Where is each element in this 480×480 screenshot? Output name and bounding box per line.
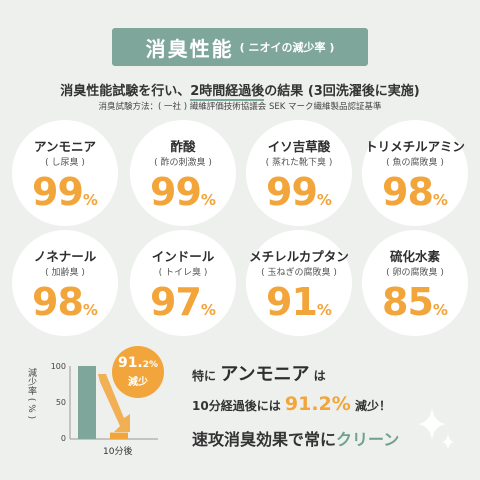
odor-type: ( 玉ねぎの腐敗臭 ) (261, 268, 337, 278)
reduction-chart: 100 50 0 (51, 362, 158, 443)
y-tick-label: 50 (56, 398, 66, 407)
summary-line-1: 特に アンモニア は (192, 360, 326, 386)
headline-before: 消臭性能試験を行い、 (60, 84, 191, 99)
odor-name: アンモニア (33, 139, 96, 154)
summary-text: 特に (192, 369, 217, 383)
odor-type: ( 卵の腐敗臭 ) (386, 268, 444, 278)
summary-line-2: 10分経過後には 91.2% 減少！ (192, 393, 391, 415)
reduction-value: 99 (32, 170, 84, 214)
reduction-value: 98 (32, 280, 84, 324)
callout-value: 91. (117, 355, 143, 371)
percent-unit: % (200, 301, 216, 319)
summary-line-3: 速攻消臭効果で常にクリーン (192, 426, 399, 450)
summary-highlight: 91.2% (284, 393, 351, 415)
bar-after (110, 432, 128, 439)
result-card: 酢酸 ( 酢の刺激臭 ) 99% (130, 120, 236, 226)
result-card: 硫化水素 ( 卵の腐敗臭 ) 85% (362, 230, 468, 336)
odor-type: ( 加齢臭 ) (45, 268, 85, 278)
reduction-value: 85 (382, 280, 434, 324)
headline-after: の結果 (3回洗濯後に実施) (264, 84, 420, 99)
page-subtitle: ( ニオイの減少率 ) (239, 41, 335, 54)
y-tick-label: 100 (51, 362, 66, 371)
odor-type: ( トイレ臭 ) (158, 268, 208, 278)
summary-text: 減少！ (355, 399, 392, 413)
reduction-value: 97 (150, 280, 202, 324)
result-card: インドール ( トイレ臭 ) 97% (130, 230, 236, 336)
summary-emphasis: クリーン (336, 430, 400, 449)
odor-type: ( し尿臭 ) (45, 158, 85, 168)
headline: 消臭性能試験を行い、2時間経過後の結果 (3回洗濯後に実施) (0, 80, 480, 101)
odor-name: ノネナール (33, 249, 97, 264)
odor-type: ( 酢の刺激臭 ) (154, 158, 212, 168)
odor-type: ( 蒸れた靴下臭 ) (265, 158, 333, 168)
chart-y-label: 減少率 ( % ) (26, 368, 36, 420)
reduction-value: 99 (150, 170, 202, 214)
x-category-label: 10分後 (103, 447, 133, 457)
reduction-callout: 91.2% 減少 (112, 346, 164, 398)
summary-text: 速攻消臭効果で常に (192, 430, 337, 449)
odor-name: 硫化水素 (389, 249, 440, 264)
callout-value-small: 2% (142, 360, 159, 370)
title-banner: 消臭性能 ( ニオイの減少率 ) (112, 28, 368, 66)
percent-unit: % (82, 191, 98, 209)
odor-name: 酢酸 (170, 139, 196, 154)
percent-unit: % (432, 301, 448, 319)
reduction-value: 91 (266, 280, 318, 324)
test-method: 消臭試験方法：( 一社 ) 繊維評価技術協議会 SEK マーク繊維製品認証基準 (98, 102, 382, 112)
percent-unit: % (316, 301, 332, 319)
reduction-value: 98 (382, 170, 434, 214)
result-card: トリメチルアミン ( 魚の腐敗臭 ) 98% (362, 120, 468, 226)
down-arrow-icon (98, 374, 130, 432)
odor-name: トリメチルアミン (365, 139, 465, 154)
bar-before (78, 366, 96, 439)
odor-name: メチレルカプタン (249, 249, 349, 264)
odor-name: インドール (151, 249, 215, 264)
summary-text: は (313, 369, 326, 383)
odor-type: ( 魚の腐敗臭 ) (386, 158, 444, 168)
callout-label: 減少 (128, 377, 148, 388)
page-title: 消臭性能 (145, 36, 234, 61)
headline-underlined: 2時間経過後 (190, 84, 265, 101)
summary-emphasis: アンモニア (220, 364, 310, 385)
percent-unit: % (200, 191, 216, 209)
result-card: イソ吉草酸 ( 蒸れた靴下臭 ) 99% (246, 120, 352, 226)
percent-unit: % (432, 191, 448, 209)
y-tick-label: 0 (61, 434, 66, 443)
percent-unit: % (316, 191, 332, 209)
result-card: ノネナール ( 加齢臭 ) 98% (12, 230, 118, 336)
odor-name: イソ吉草酸 (267, 139, 331, 154)
percent-unit: % (82, 301, 98, 319)
result-card: アンモニア ( し尿臭 ) 99% (12, 120, 118, 226)
result-card: メチレルカプタン ( 玉ねぎの腐敗臭 ) 91% (246, 230, 352, 336)
summary-text: 10分経過後には (192, 399, 281, 413)
sparkle-icon (418, 408, 454, 450)
reduction-value: 99 (266, 170, 318, 214)
